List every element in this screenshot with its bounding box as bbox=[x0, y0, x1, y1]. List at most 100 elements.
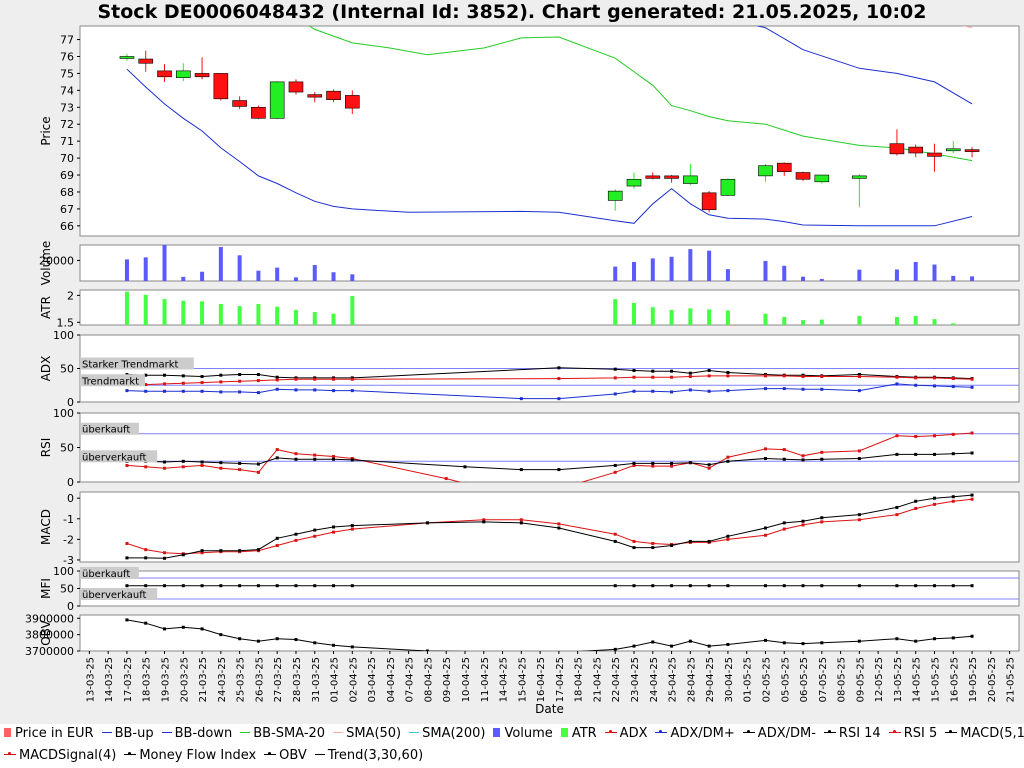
obv-line-point bbox=[256, 639, 260, 643]
rsi5-line-point bbox=[181, 465, 185, 469]
mfi-line-point bbox=[782, 584, 786, 588]
macd-signal-line-point bbox=[613, 532, 617, 536]
macd-line-point bbox=[782, 521, 786, 525]
volume-bar bbox=[331, 272, 336, 281]
adx-panel: 0 50 100 ADX Starker Trendmarkt Trendmarkt bbox=[39, 329, 1020, 409]
mfi-line-point bbox=[670, 584, 674, 588]
rsi5-line-point bbox=[970, 431, 974, 435]
rsi5-line-point bbox=[932, 434, 936, 438]
obv-line-point bbox=[350, 645, 354, 649]
volume-bar bbox=[857, 269, 862, 281]
legend-label: OBV bbox=[279, 748, 307, 763]
candle-body bbox=[664, 175, 679, 179]
candle-body bbox=[326, 90, 341, 100]
rsi5-line-point bbox=[219, 466, 223, 470]
dm-minus-line-point bbox=[275, 375, 279, 379]
candle-body bbox=[701, 192, 717, 211]
atr-bar bbox=[218, 304, 223, 325]
mfi-line-point bbox=[970, 584, 974, 588]
mfi-line-point bbox=[144, 584, 148, 588]
legend-label: ADX/DM+ bbox=[670, 726, 735, 741]
atr-bar bbox=[782, 316, 787, 325]
price-ytick-label: 70 bbox=[60, 152, 74, 165]
obv-content bbox=[125, 618, 974, 651]
macd-signal-line-point bbox=[482, 518, 486, 522]
dm-minus-line-point bbox=[857, 373, 861, 377]
dm-plus-line-point bbox=[350, 389, 354, 393]
candle-body bbox=[251, 106, 266, 119]
adx-line-point bbox=[613, 376, 617, 380]
mfi-line-point bbox=[820, 584, 824, 588]
atr-bar bbox=[293, 309, 298, 325]
legend-item: ADX bbox=[604, 726, 647, 741]
rsi-level-label: überverkauft bbox=[82, 452, 147, 463]
rsi14-line-point bbox=[200, 460, 204, 464]
rsi14-line-point bbox=[782, 457, 786, 461]
rsi14-line-point bbox=[613, 463, 617, 467]
xtick-label: 16-04-25 bbox=[536, 657, 547, 702]
macd-signal-line-point bbox=[163, 551, 167, 555]
rsi-panel: 0 50 100 RSI überkauft überverkauft bbox=[39, 407, 1020, 489]
volume-bar bbox=[256, 270, 261, 281]
volume-bar bbox=[669, 256, 674, 281]
atr-bar bbox=[200, 301, 205, 325]
obv-line-point bbox=[763, 638, 767, 642]
macd-line-point bbox=[181, 553, 185, 557]
legend-marker bbox=[101, 732, 112, 733]
adx-line-point bbox=[970, 377, 974, 381]
legend-marker bbox=[655, 730, 668, 733]
xtick-label: 11-04-25 bbox=[480, 657, 491, 702]
obv-line-point bbox=[425, 649, 429, 651]
obv-line-point bbox=[782, 641, 786, 645]
rsi14-line-point bbox=[820, 457, 824, 461]
legend-item: SMA(200) bbox=[409, 726, 485, 741]
obv-line-point bbox=[313, 641, 317, 645]
dm-plus-line-point bbox=[801, 387, 805, 391]
macd-line-point bbox=[970, 493, 974, 497]
rsi14-line-point bbox=[970, 451, 974, 455]
obv-line-point bbox=[163, 627, 167, 631]
atr-bar bbox=[124, 291, 129, 325]
adx-line-point bbox=[181, 381, 185, 385]
xtick-label: 26-03-25 bbox=[254, 657, 265, 702]
atr-bar bbox=[763, 313, 768, 325]
macd-line-point bbox=[613, 539, 617, 543]
obv-line-point bbox=[613, 647, 617, 651]
rsi14-line-point bbox=[932, 452, 936, 456]
macd-line-point bbox=[688, 539, 692, 543]
macd-line bbox=[127, 494, 973, 559]
mfi-line-point bbox=[256, 584, 260, 588]
legend-item: ADX/DM+ bbox=[655, 726, 735, 741]
dm-plus-line-point bbox=[763, 387, 767, 391]
price-ytick-label: 67 bbox=[60, 203, 74, 216]
dm-plus-line-point bbox=[651, 389, 655, 393]
dm-plus-line-point bbox=[332, 389, 336, 393]
macd-line-point bbox=[275, 536, 279, 540]
legend-label: RSI 5 bbox=[903, 726, 938, 741]
adx-line-point bbox=[857, 375, 861, 379]
macd-line-point bbox=[125, 556, 129, 560]
macd-line-point bbox=[256, 548, 260, 552]
adx-line-point bbox=[219, 380, 223, 384]
obv-line-point bbox=[820, 641, 824, 645]
dm-plus-line-point bbox=[670, 390, 674, 394]
volume-bar bbox=[632, 261, 637, 281]
atr-content bbox=[124, 291, 956, 325]
rsi-plot-area bbox=[79, 412, 1020, 483]
price-ylabel: Price bbox=[39, 116, 53, 145]
dm-minus-line-point bbox=[613, 367, 617, 371]
mfi-line-point bbox=[726, 584, 730, 588]
obv-line-point bbox=[294, 638, 298, 642]
rsi5-line-point bbox=[444, 477, 448, 481]
mfi-line-point bbox=[951, 584, 955, 588]
atr-bar bbox=[237, 306, 242, 325]
xtick-label: 03-04-25 bbox=[367, 657, 378, 702]
obv-line-point bbox=[125, 618, 129, 622]
mfi-level-label-bg bbox=[80, 567, 139, 579]
legend-label: BB-down bbox=[174, 726, 233, 741]
volume-plot-area bbox=[79, 244, 1020, 282]
rsi5-line-point bbox=[576, 481, 580, 482]
adx-ytick-label: 50 bbox=[60, 363, 74, 376]
